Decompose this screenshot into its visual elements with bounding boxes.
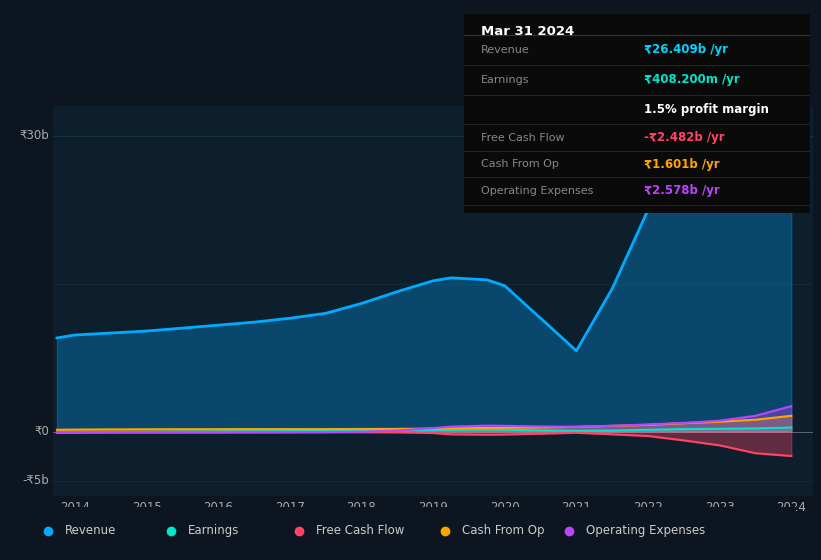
- Text: -₹5b: -₹5b: [23, 474, 49, 487]
- Text: Earnings: Earnings: [188, 524, 240, 537]
- Text: Revenue: Revenue: [65, 524, 116, 537]
- Text: Operating Expenses: Operating Expenses: [481, 186, 594, 196]
- Text: ₹0: ₹0: [34, 425, 49, 438]
- Text: ₹30b: ₹30b: [20, 129, 49, 142]
- Text: Mar 31 2024: Mar 31 2024: [481, 25, 575, 38]
- Text: ₹2.578b /yr: ₹2.578b /yr: [644, 184, 720, 198]
- Text: Free Cash Flow: Free Cash Flow: [481, 133, 565, 143]
- Text: Earnings: Earnings: [481, 74, 530, 85]
- Text: 1.5% profit margin: 1.5% profit margin: [644, 103, 769, 116]
- Text: Cash From Op: Cash From Op: [462, 524, 544, 537]
- Text: ₹1.601b /yr: ₹1.601b /yr: [644, 157, 720, 171]
- Text: ₹408.200m /yr: ₹408.200m /yr: [644, 73, 740, 86]
- Text: -₹2.482b /yr: -₹2.482b /yr: [644, 131, 725, 144]
- Text: Revenue: Revenue: [481, 45, 530, 55]
- Text: Cash From Op: Cash From Op: [481, 159, 559, 169]
- Text: Free Cash Flow: Free Cash Flow: [315, 524, 404, 537]
- Text: Operating Expenses: Operating Expenses: [585, 524, 705, 537]
- Text: ₹26.409b /yr: ₹26.409b /yr: [644, 43, 728, 57]
